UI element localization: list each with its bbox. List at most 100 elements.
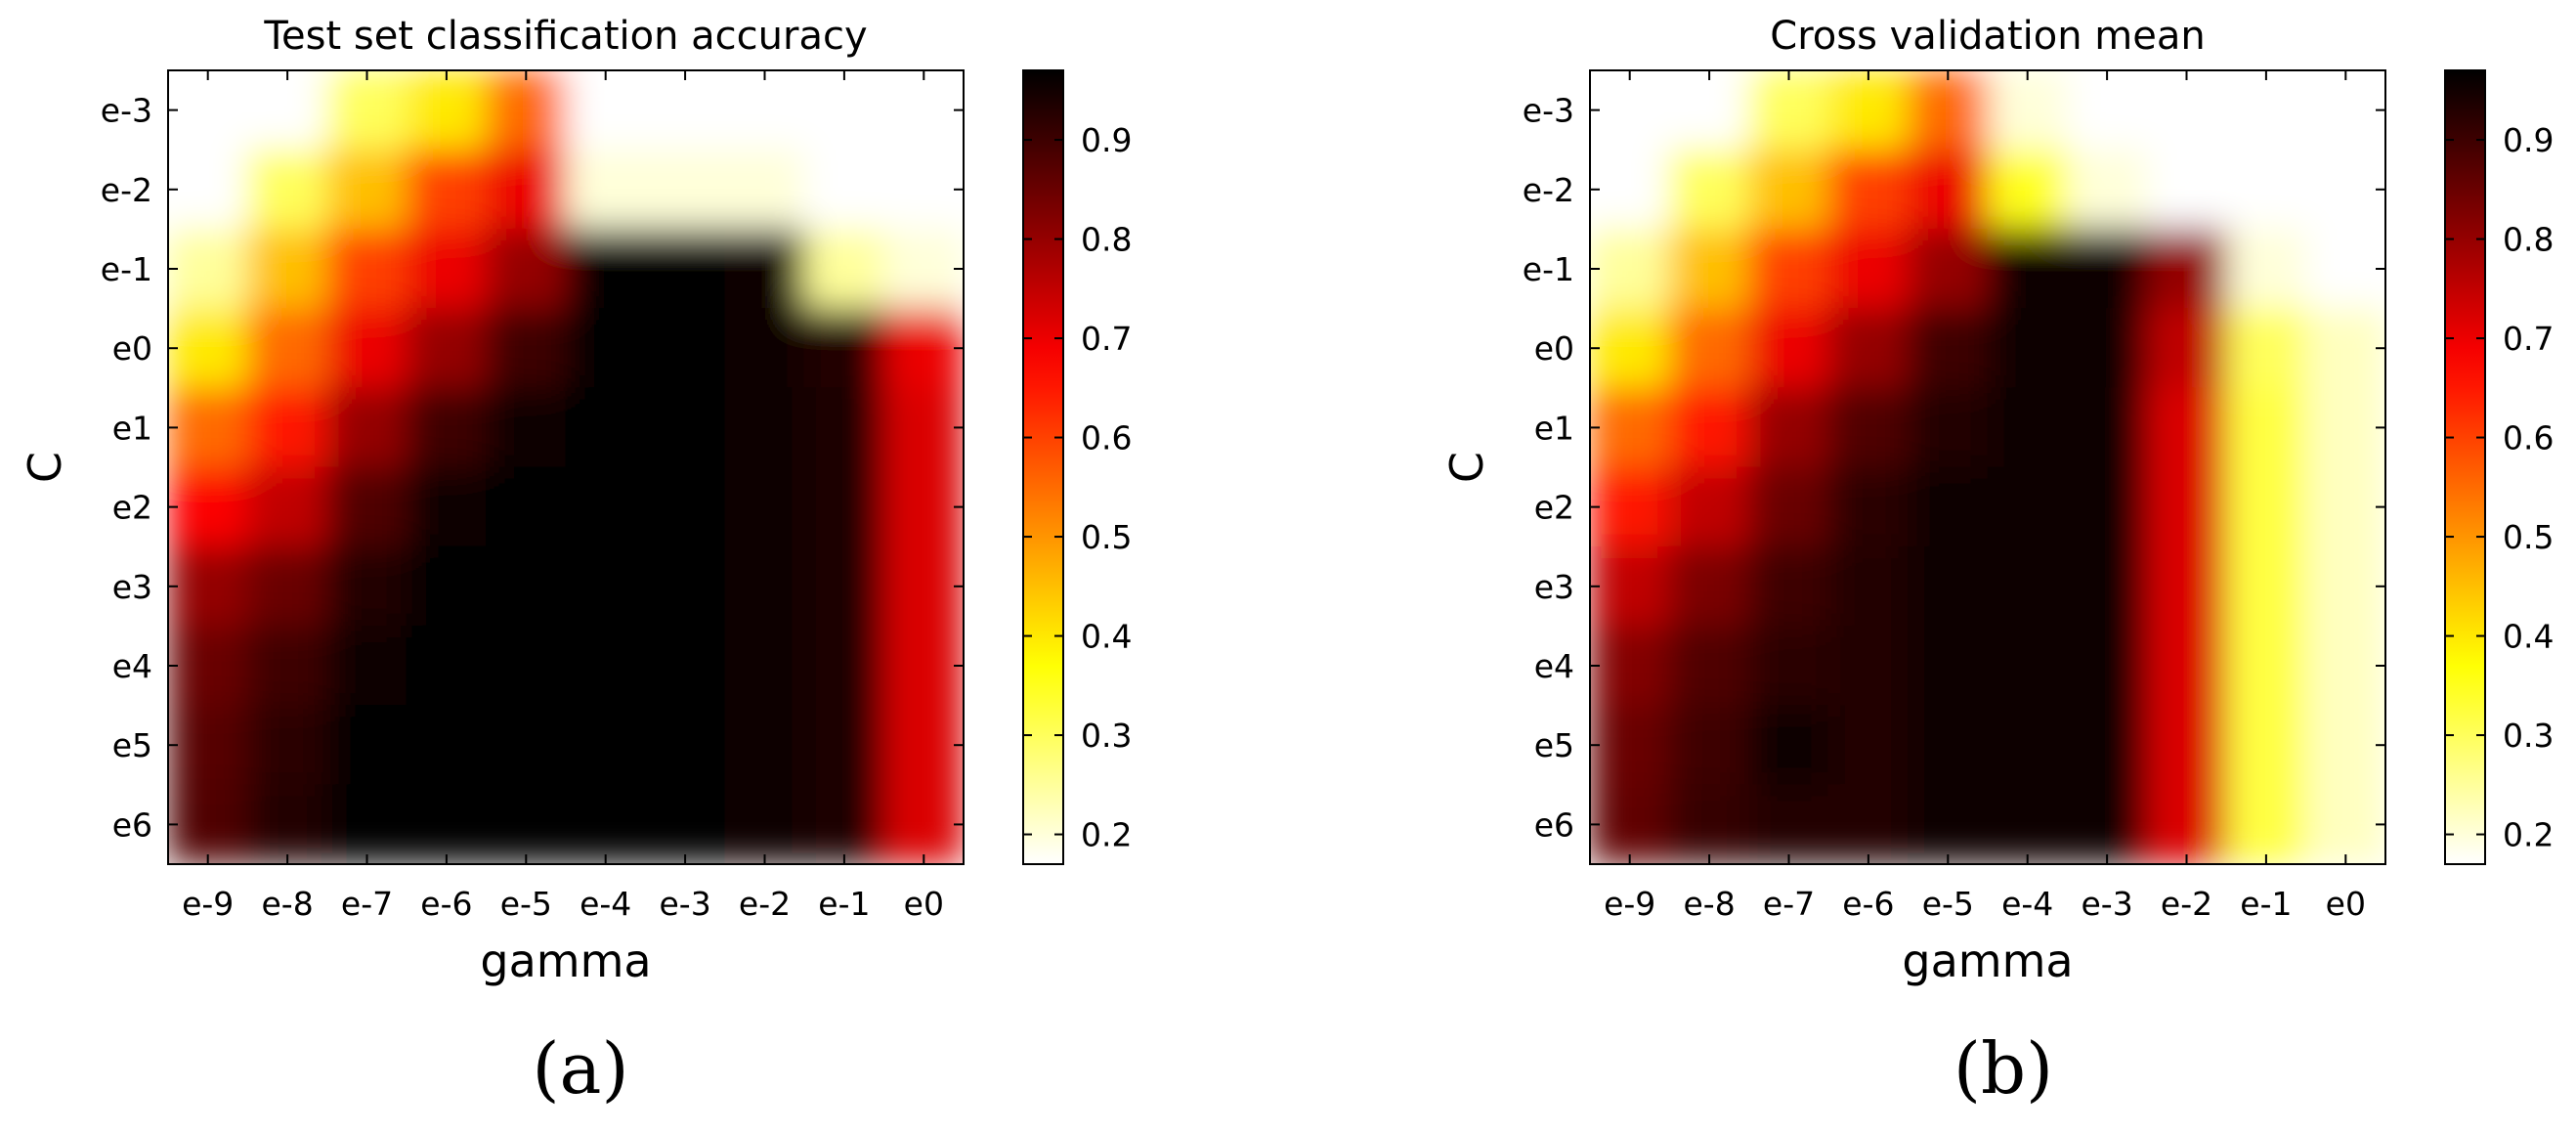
heatmap-cell <box>1827 70 1910 151</box>
heatmap-cell <box>2225 545 2307 627</box>
heatmap-cell <box>1908 705 1989 786</box>
heatmap-cell <box>1590 705 1670 786</box>
y-tick-label: e-1 <box>1523 250 1574 288</box>
heatmap-cell <box>486 228 567 310</box>
heatmap-cell <box>724 308 805 389</box>
heatmap-cell <box>1668 784 1750 864</box>
heatmap-cell <box>1668 387 1750 468</box>
heatmap-cell <box>486 387 567 468</box>
heatmap-cell <box>1987 228 2068 310</box>
heatmap-cell <box>565 625 646 707</box>
heatmap-cell <box>1987 70 2068 151</box>
x-tick-label: e-8 <box>261 885 313 923</box>
heatmap-cell <box>1748 387 1829 468</box>
heatmap-cell <box>565 466 646 547</box>
heatmap-cell <box>326 70 408 151</box>
heatmap-cell <box>803 149 885 230</box>
colorbar-tick-label: 0.3 <box>2503 717 2554 755</box>
heatmap-cell <box>1668 149 1750 230</box>
heatmap-cell <box>2225 70 2307 151</box>
chart-title: Test set classification accuracy <box>263 14 867 59</box>
heatmap-cell <box>246 545 328 627</box>
x-tick-label: e-2 <box>2161 885 2212 923</box>
heatmap-cell <box>1748 625 1829 707</box>
y-tick-label: e5 <box>112 726 152 764</box>
x-axis-label: gamma <box>1902 935 2073 987</box>
heatmap-cell <box>168 70 248 151</box>
heatmap-cell <box>1987 705 2068 786</box>
heatmap-cell <box>565 149 646 230</box>
heatmap-cell <box>803 625 885 707</box>
heatmap-cell <box>883 308 964 389</box>
heatmap-cell <box>2066 466 2148 547</box>
heatmap-cell <box>1987 784 2068 864</box>
x-tick-label: e-7 <box>341 885 393 923</box>
heatmap-cell <box>406 466 488 547</box>
colorbar-tick-label: 0.2 <box>2503 816 2554 854</box>
chart-title: Cross validation mean <box>1770 14 2205 59</box>
y-axis-label: C <box>19 452 71 483</box>
heatmap-cell <box>1590 466 1670 547</box>
heatmap-cell <box>1748 149 1829 230</box>
colorbar-tick-label: 0.5 <box>2503 518 2554 556</box>
heatmap-cell <box>168 705 248 786</box>
panel-label: (a) <box>532 1027 628 1110</box>
x-tick-label: e-5 <box>500 885 552 923</box>
heatmap-cell <box>168 784 248 864</box>
heatmap-cell <box>168 387 248 468</box>
heatmap-cell <box>644 70 726 151</box>
heatmap-cell <box>2066 705 2148 786</box>
y-tick-label: e-3 <box>1523 92 1574 130</box>
colorbar-tick-label: 0.9 <box>2503 121 2554 159</box>
heatmap-cell <box>883 545 964 627</box>
heatmap-cell <box>2146 228 2227 310</box>
heatmap-cell <box>486 705 567 786</box>
heatmap-cell <box>2305 387 2385 468</box>
heatmap-cell <box>1748 705 1829 786</box>
heatmap-cell <box>326 308 408 389</box>
heatmap-cell <box>1827 784 1910 864</box>
heatmap-cell <box>565 387 646 468</box>
heatmap-cell <box>2305 228 2385 310</box>
heatmap-cell <box>1827 625 1910 707</box>
heatmap-cell <box>565 70 646 151</box>
y-tick-label: e1 <box>1534 409 1574 447</box>
heatmap-cell <box>1668 466 1750 547</box>
heatmap-cell <box>1987 387 2068 468</box>
y-tick-label: e-2 <box>1523 171 1574 209</box>
heatmap-cell <box>326 387 408 468</box>
heatmap-cell <box>2305 149 2385 230</box>
x-tick-label: e-5 <box>1922 885 1974 923</box>
heatmap-cell <box>2146 466 2227 547</box>
heatmap-cell <box>565 784 646 864</box>
heatmap-cell <box>406 387 488 468</box>
heatmap-cell <box>246 387 328 468</box>
heatmap-cell <box>1748 466 1829 547</box>
heatmap-cell <box>1827 228 1910 310</box>
heatmap-cell <box>486 545 567 627</box>
heatmap-cell <box>486 784 567 864</box>
x-tick-label: e-9 <box>1604 885 1655 923</box>
heatmap-cell <box>1827 545 1910 627</box>
heatmap-cell <box>2066 784 2148 864</box>
heatmap-cell <box>2305 705 2385 786</box>
colorbar-tick-label: 0.9 <box>1081 121 1132 159</box>
colorbar-tick-label: 0.5 <box>1081 518 1132 556</box>
y-tick-label: e1 <box>112 409 152 447</box>
heatmap-cell <box>1590 545 1670 627</box>
heatmap-cell <box>2225 387 2307 468</box>
heatmap-cell <box>1590 784 1670 864</box>
heatmap-cell <box>644 784 726 864</box>
colorbar-tick-label: 0.7 <box>2503 320 2554 358</box>
y-tick-label: e-2 <box>101 171 152 209</box>
heatmap-cell <box>2225 705 2307 786</box>
heatmap-cell <box>565 705 646 786</box>
colorbar <box>1022 69 1064 865</box>
heatmap-cell <box>1590 228 1670 310</box>
heatmap-cell <box>1748 70 1829 151</box>
heatmap-cell <box>1748 308 1829 389</box>
heatmap-cell <box>2225 625 2307 707</box>
heatmap-cell <box>406 784 488 864</box>
heatmap-cell <box>2225 228 2307 310</box>
colorbar-tick-label: 0.8 <box>2503 221 2554 259</box>
